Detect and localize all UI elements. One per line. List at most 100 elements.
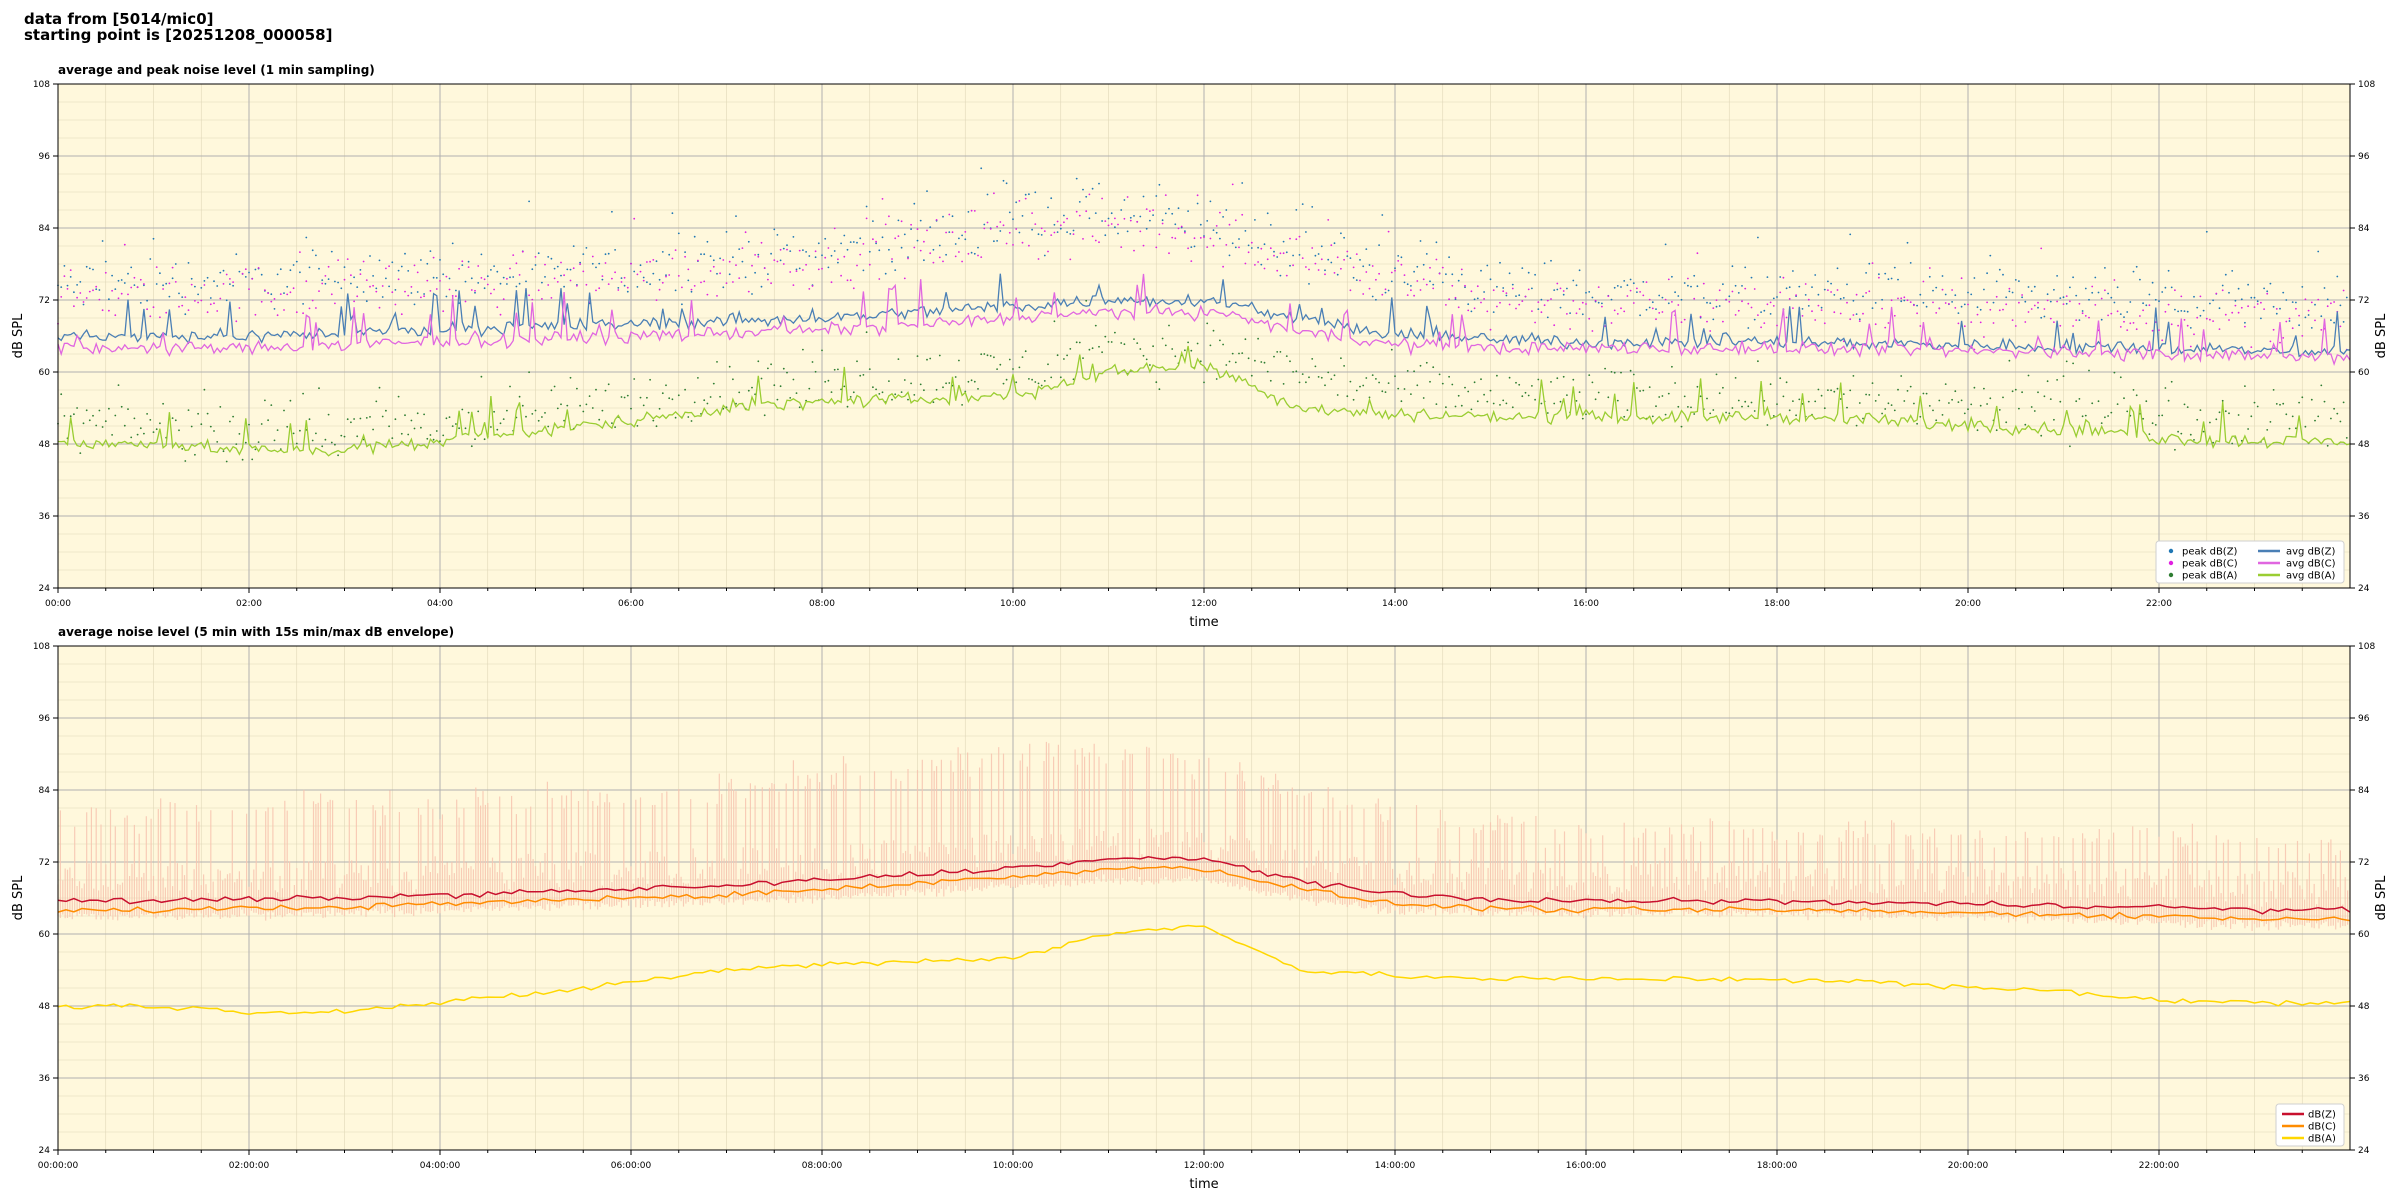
peak-point [614,249,616,251]
peak-point [1699,395,1702,398]
peak-point [2266,429,2269,431]
peak-point [114,288,117,290]
peak-point [1349,289,1352,292]
peak-point [1429,280,1431,283]
peak-point [92,414,94,417]
peak-point [343,266,346,268]
peak-point [2228,412,2230,415]
peak-point [369,285,371,288]
peak-point [1091,347,1094,350]
peak-point [88,290,91,293]
peak-point [206,412,209,415]
peak-point [2142,309,2145,312]
peak-point [1683,282,1686,284]
peak-point [661,251,664,253]
peak-point [1588,291,1591,293]
peak-point [684,388,686,391]
peak-point [620,396,623,398]
peak-point [598,418,601,421]
y-axis-label: dB SPL [11,875,26,920]
peak-point [1909,262,1912,264]
peak-point [1311,358,1314,360]
peak-point [646,261,648,263]
peak-point [1343,236,1345,239]
peak-point [2193,295,2195,298]
peak-point [470,277,473,280]
peak-point [82,422,85,425]
peak-point [2330,319,2332,321]
peak-point [2078,319,2081,321]
peak-point [964,231,967,233]
peak-point [1467,303,1470,306]
peak-point [1862,312,1864,315]
peak-point [493,265,495,267]
peak-point [1645,308,1648,311]
peak-point [1336,394,1339,396]
peak-point [614,271,616,274]
peak-point [1508,303,1511,306]
peak-point [1164,212,1167,215]
peak-point [563,285,565,288]
peak-point [595,266,597,269]
peak-point [413,264,416,267]
peak-point [929,357,932,360]
peak-point [2212,299,2215,302]
peak-point [1021,215,1024,217]
peak-point [1254,219,1256,221]
peak-point [1171,236,1174,239]
peak-point [1890,404,1893,406]
peak-point [1874,302,1877,304]
peak-point [910,223,912,226]
peak-point [1944,383,1947,385]
peak-point [235,253,238,256]
peak-point [2333,321,2336,324]
peak-point [674,289,677,292]
peak-point [2285,320,2288,323]
peak-point [1747,302,1750,305]
peak-point [824,237,827,240]
peak-point [1384,291,1387,294]
peak-point [1661,296,1664,299]
peak-point [308,266,311,269]
peak-point [1712,307,1715,309]
peak-point [1613,371,1616,374]
peak-point [2167,399,2170,402]
peak-point [1792,400,1794,402]
peak-point [2075,400,2078,403]
peak-point [2043,308,2046,310]
peak-point [385,277,387,280]
peak-point [919,249,922,252]
peak-point [225,273,228,276]
peak-point [2043,395,2046,398]
peak-point [2266,292,2269,295]
peak-point [407,294,410,297]
peak-point [1667,302,1670,305]
peak-point [486,275,489,278]
peak-point [1741,300,1743,303]
peak-point [617,287,620,289]
peak-point [1387,382,1390,384]
peak-point [1973,386,1976,389]
peak-point [432,256,435,259]
peak-point [416,291,419,293]
peak-point [337,259,339,261]
peak-point [518,274,521,276]
peak-point [684,255,686,258]
peak-point [429,250,432,253]
peak-point [531,268,534,271]
peak-point [792,378,795,381]
peak-point [493,288,495,291]
peak-point [369,255,371,257]
peak-point [999,221,1002,223]
peak-point [1222,265,1224,268]
peak-point [1734,377,1737,379]
peak-point [2069,445,2071,448]
xtick-label: 04:00:00 [420,1161,461,1171]
ytick-label-right: 36 [2358,512,2370,522]
ytick-label-right: 24 [2358,1146,2370,1156]
peak-point [1769,301,1772,304]
peak-point [1320,245,1323,248]
peak-point [611,277,613,280]
peak-point [1037,382,1040,385]
